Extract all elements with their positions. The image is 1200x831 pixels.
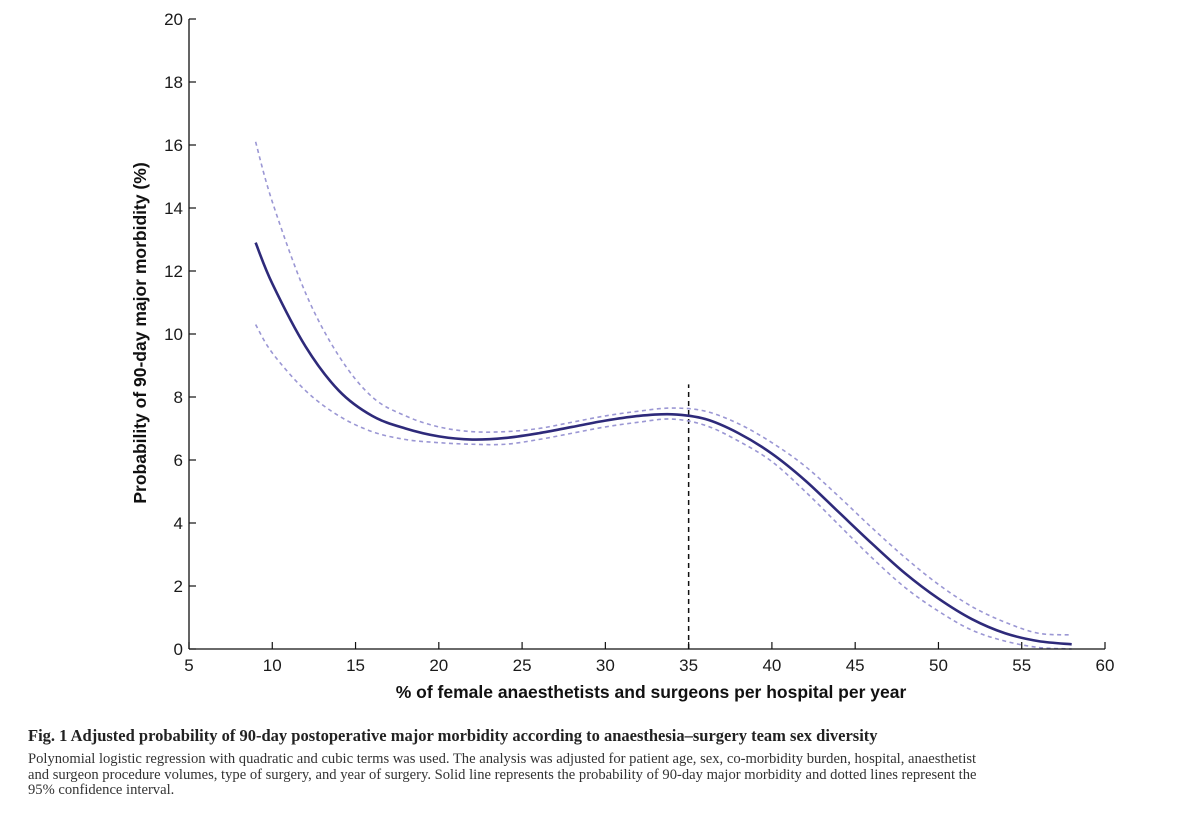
y-tick-label: 10 <box>164 325 183 344</box>
y-tick-label: 0 <box>174 640 183 659</box>
x-tick-label: 50 <box>929 656 948 675</box>
y-tick-label: 14 <box>164 199 183 218</box>
x-axis-ticks: 5 10 15 20 25 30 35 40 45 50 55 60 <box>184 642 1114 675</box>
x-tick-label: 30 <box>596 656 615 675</box>
caption-text-line-3: 95% confidence interval. <box>28 782 175 798</box>
x-tick-label: 60 <box>1096 656 1115 675</box>
caption-text-line-1: Polynomial logistic regression with quad… <box>28 751 977 767</box>
x-tick-label: 25 <box>513 656 532 675</box>
series-line-probability <box>254 242 1072 646</box>
chart: 5 10 15 20 25 30 35 40 45 50 55 60 0 2 4 6 8 10 12 14 16 18 2… <box>130 10 1114 702</box>
y-tick-label: 8 <box>174 388 183 407</box>
y-tick-label: 20 <box>164 10 183 29</box>
axes: 5 10 15 20 25 30 35 40 45 50 55 60 0 2 4 6 8 10 12 14 16 18 2… <box>164 10 1114 675</box>
x-tick-label: 55 <box>1012 656 1031 675</box>
x-tick-label: 20 <box>429 656 448 675</box>
x-tick-label: 10 <box>263 656 282 675</box>
caption-text-line-2: and surgeon procedure volumes, type of s… <box>28 766 977 783</box>
caption-title: Fig. 1 Adjusted probability of 90-day po… <box>28 726 878 745</box>
y-tick-label: 16 <box>164 136 183 155</box>
x-tick-label: 35 <box>679 656 698 675</box>
y-tick-label: 18 <box>164 73 183 92</box>
x-axis-title: % of female anaesthetists and surgeons p… <box>396 682 907 702</box>
x-tick-label: 45 <box>846 656 865 675</box>
y-tick-label: 2 <box>174 577 183 596</box>
x-tick-label: 5 <box>184 656 193 675</box>
x-tick-label: 15 <box>346 656 365 675</box>
y-axis-title: Probability of 90-day major morbidity (%… <box>130 162 150 503</box>
y-tick-label: 6 <box>174 451 183 470</box>
y-axis-ticks: 0 2 4 6 8 10 12 14 16 18 20 <box>164 10 196 659</box>
figure-caption: Fig. 1 Adjusted probability of 90-day po… <box>28 726 1200 799</box>
series-line-ci-lower <box>254 324 1072 650</box>
x-tick-label: 40 <box>762 656 781 675</box>
y-tick-label: 12 <box>164 262 183 281</box>
series-line-ci-upper <box>254 141 1072 636</box>
plot-area <box>254 141 1072 650</box>
y-tick-label: 4 <box>174 514 183 533</box>
